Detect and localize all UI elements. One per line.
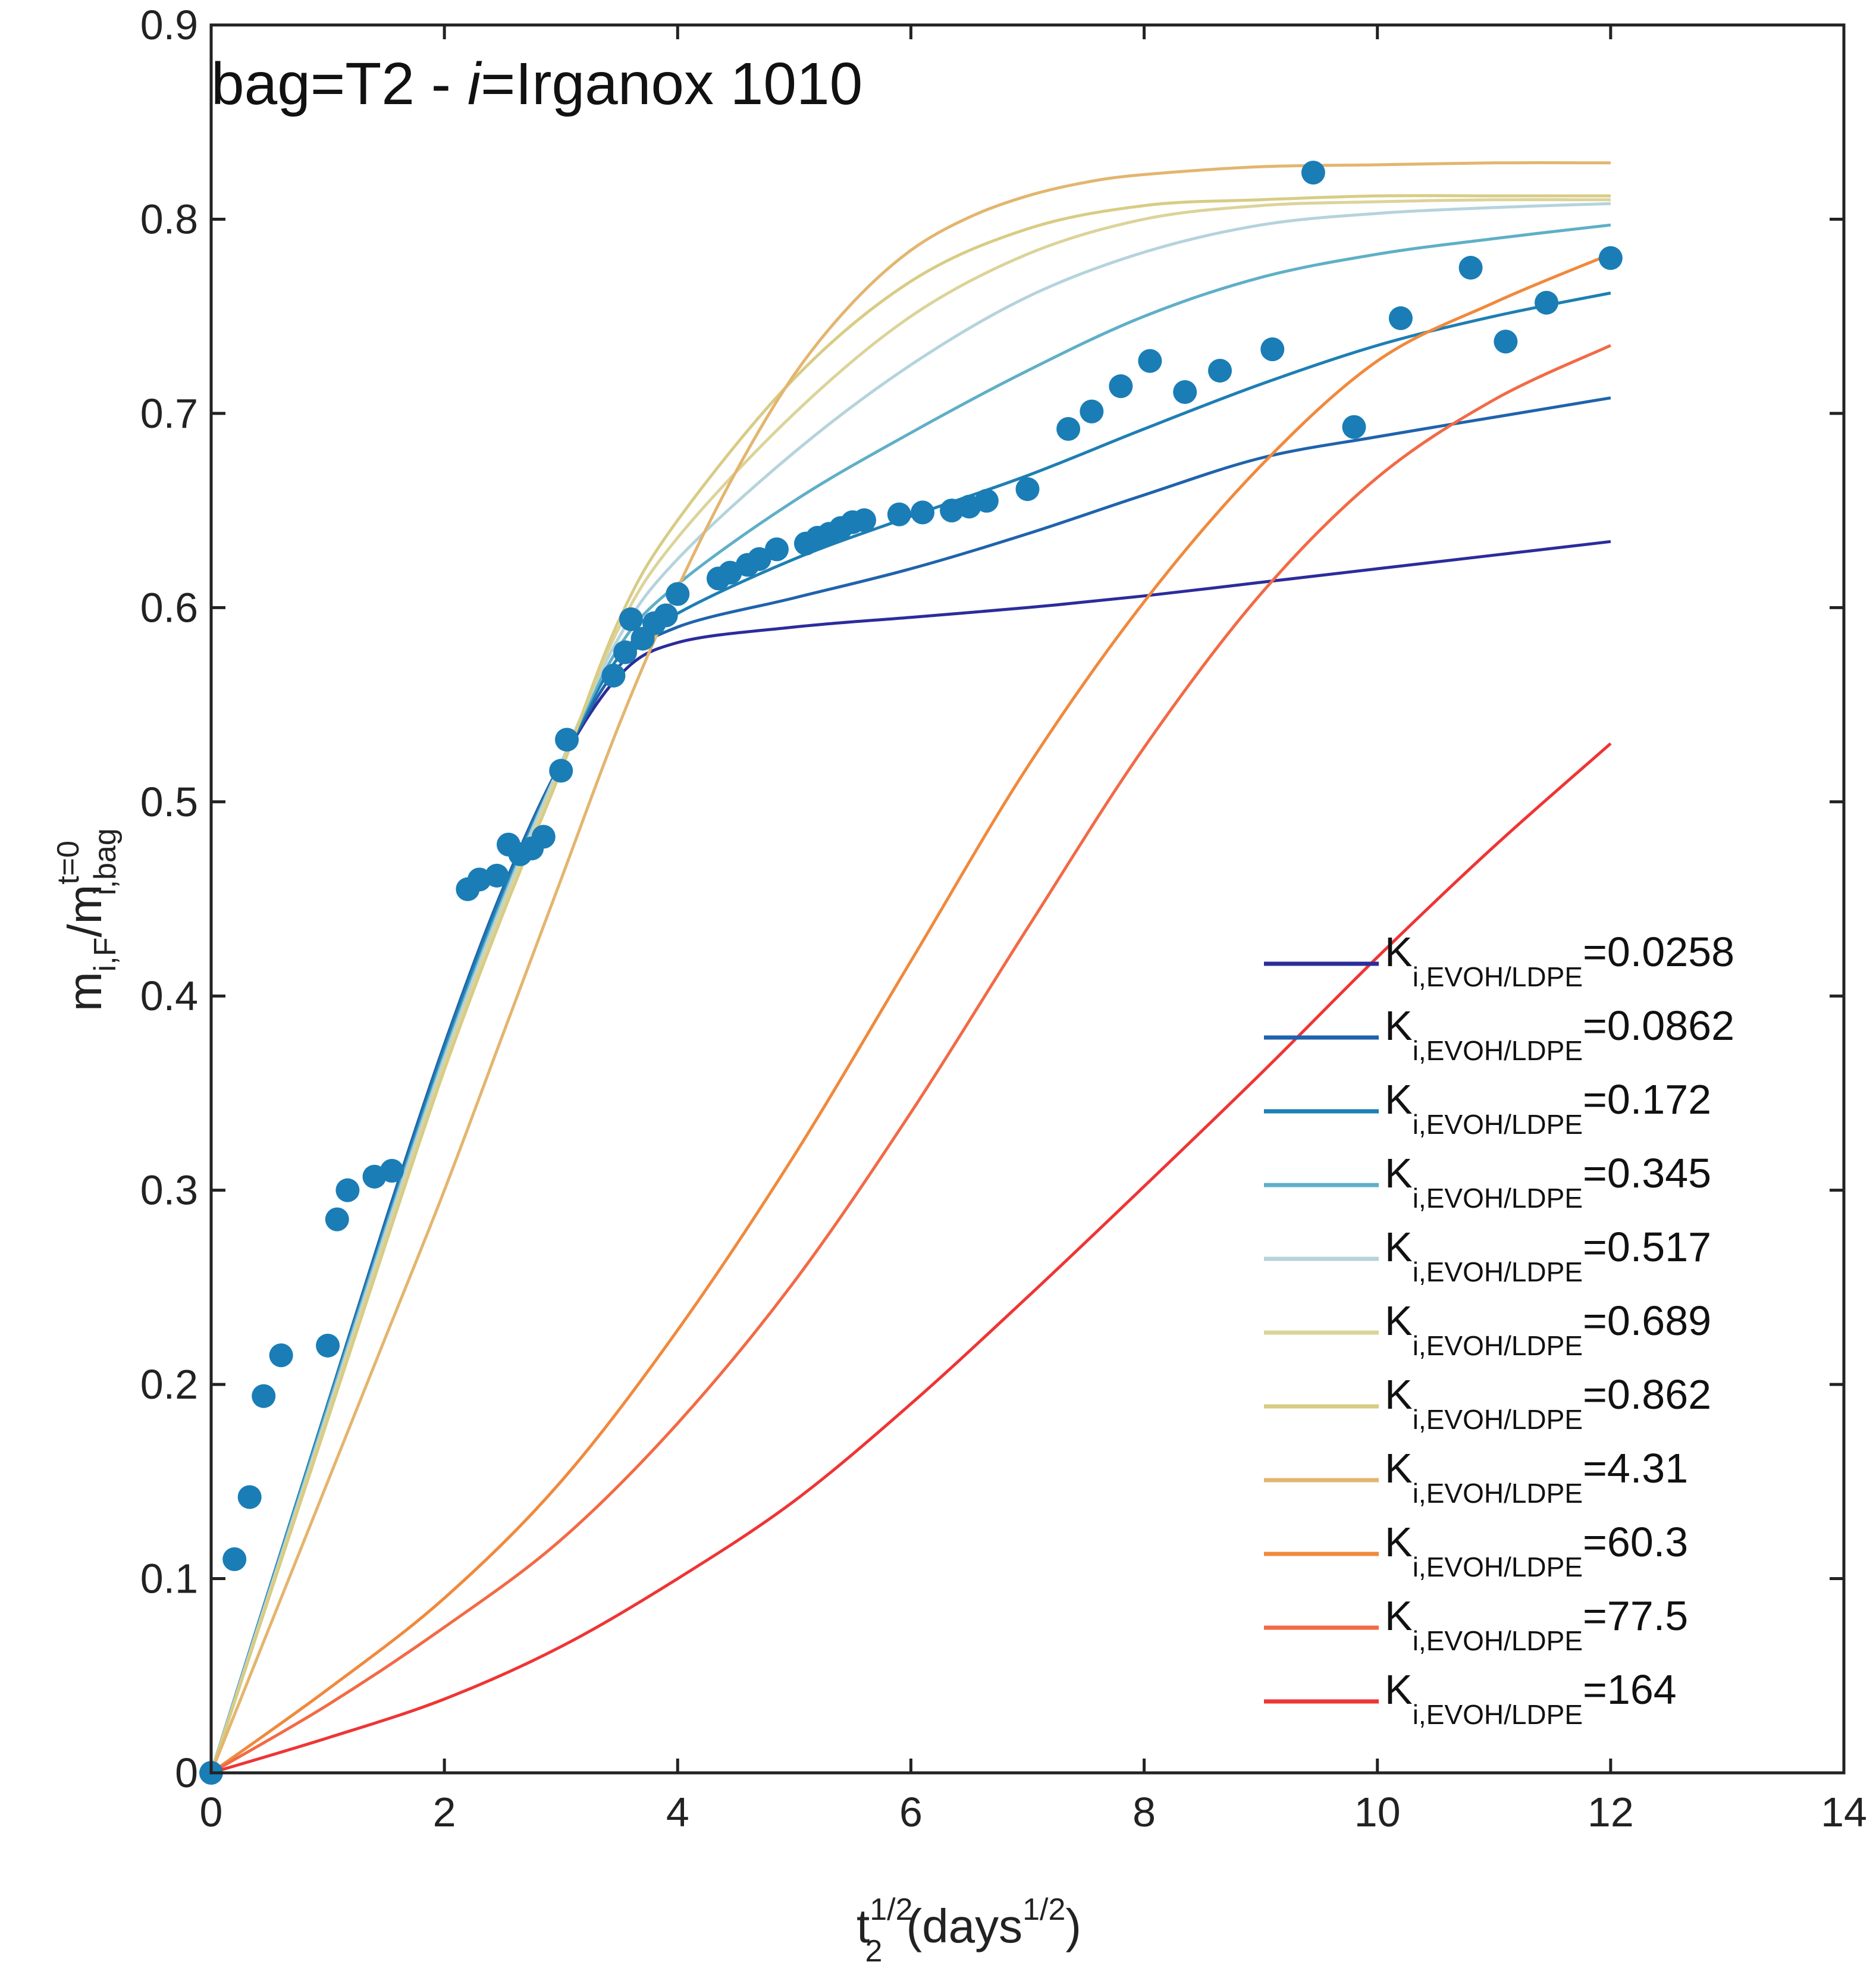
y-tick-label: 0.3 xyxy=(140,1167,198,1214)
data-point xyxy=(1342,415,1366,439)
data-point xyxy=(316,1333,340,1358)
x-label-close: ) xyxy=(1065,1900,1081,1953)
data-point xyxy=(237,1485,262,1509)
chart-title: bag=T2 - i=Irganox 1010 xyxy=(211,51,862,117)
x-tick-label: 10 xyxy=(1354,1789,1401,1835)
x-tick-label: 6 xyxy=(899,1789,923,1835)
data-point xyxy=(764,537,789,562)
legend-entry: Ki,EVOH/LDPE=0.172 xyxy=(1385,1076,1711,1140)
y-label-slash: /m xyxy=(58,885,111,938)
legend-entry: Ki,EVOH/LDPE=0.0862 xyxy=(1385,1002,1734,1066)
x-label-units: (days xyxy=(906,1900,1022,1953)
data-point xyxy=(1598,246,1623,270)
legend-entry: Ki,EVOH/LDPE=77.5 xyxy=(1385,1593,1688,1656)
x-label-sup: 1/2 xyxy=(870,1892,912,1927)
title-suffix: =Irganox 1010 xyxy=(481,51,862,117)
y-tick-label: 0.2 xyxy=(140,1361,198,1408)
axes-frame xyxy=(209,23,1846,1775)
x-tick-label: 4 xyxy=(666,1789,689,1835)
legend-entry: Ki,EVOH/LDPE=0.689 xyxy=(1385,1298,1711,1361)
data-point xyxy=(666,582,690,606)
data-point xyxy=(269,1343,293,1368)
series-line-11 xyxy=(211,742,1612,1775)
x-label-base: t xyxy=(857,1900,870,1953)
data-point xyxy=(1015,477,1040,502)
series-line-6 xyxy=(209,198,1611,1773)
y-tick-label: 0.6 xyxy=(140,584,198,631)
data-point xyxy=(555,728,579,752)
legend-entry: Ki,EVOH/LDPE=0.345 xyxy=(1385,1150,1711,1214)
series-lines xyxy=(209,161,1612,1775)
data-point xyxy=(485,863,509,888)
data-point xyxy=(1494,330,1518,354)
axis-ticks: 0 2 4 6 8 10 12 14 0 0.1 0.2 0.3 0.4 0.5 0.6 0.7 0.8 0.9 xyxy=(140,2,1867,1835)
x-tick-label: 8 xyxy=(1132,1789,1156,1835)
legend-entry: Ki,EVOH/LDPE=4.31 xyxy=(1385,1445,1688,1509)
x-label-sub: 2 xyxy=(865,1934,883,1965)
legend-entry: Ki,EVOH/LDPE=60.3 xyxy=(1385,1519,1688,1582)
data-point xyxy=(335,1178,360,1202)
y-tick-label: 0.9 xyxy=(140,2,198,48)
data-point xyxy=(1388,306,1413,330)
data-point xyxy=(1301,161,1325,185)
data-point xyxy=(1109,374,1133,399)
legend-entry: Ki,EVOH/LDPE=0.862 xyxy=(1385,1371,1711,1435)
data-point xyxy=(974,488,999,513)
data-point xyxy=(1458,256,1483,280)
data-point xyxy=(222,1547,247,1571)
y-tick-label: 0.7 xyxy=(140,390,198,437)
series-line-5 xyxy=(209,202,1611,1773)
data-point xyxy=(325,1207,349,1231)
data-point xyxy=(911,500,935,525)
data-point xyxy=(1080,399,1104,424)
legend: Ki,EVOH/LDPE=0.0258 Ki,EVOH/LDPE=0.0862 Ki… xyxy=(1264,929,1734,1730)
x-tick-label: 0 xyxy=(200,1789,223,1835)
y-tick-label: 0.5 xyxy=(140,779,198,825)
y-tick-label: 0.8 xyxy=(140,196,198,242)
y-tick-label: 0 xyxy=(175,1750,198,1796)
plot-frame xyxy=(209,23,1846,1775)
data-point xyxy=(549,759,573,783)
x-tick-label: 14 xyxy=(1821,1789,1867,1835)
data-point xyxy=(654,603,678,628)
y-tick-label: 0.4 xyxy=(140,973,198,1019)
data-point xyxy=(887,502,911,526)
y-label-sub1: i,F xyxy=(88,938,123,972)
data-point xyxy=(531,825,556,849)
svg-text:mi,F/mt=0i,bag: mi,F/mt=0i,bag xyxy=(51,828,123,1011)
data-point xyxy=(1535,290,1559,315)
series-line-9 xyxy=(210,252,1611,1775)
y-label-sup: t=0 xyxy=(51,841,86,885)
data-point xyxy=(1173,380,1197,404)
y-label-base: m xyxy=(58,971,111,1011)
y-axis-label: mi,F/mt=0i,bag xyxy=(51,828,123,1011)
title-prefix: bag=T2 - xyxy=(211,51,468,117)
data-point xyxy=(613,640,638,665)
legend-entry: Ki,EVOH/LDPE=0.517 xyxy=(1385,1224,1711,1287)
y-tick-label: 0.1 xyxy=(140,1556,198,1602)
data-point xyxy=(1056,417,1081,441)
data-point xyxy=(747,547,771,571)
legend-entry: Ki,EVOH/LDPE=0.0258 xyxy=(1385,929,1734,992)
data-point xyxy=(379,1159,404,1183)
x-axis-label: t1/2 2 (days1/2) xyxy=(857,1892,1081,1965)
y-label-sub2: i,bag xyxy=(88,828,123,895)
data-point xyxy=(852,508,876,532)
data-point xyxy=(601,663,626,688)
data-point xyxy=(1208,359,1232,383)
series-line-10 xyxy=(210,344,1611,1775)
x-label-units-sup: 1/2 xyxy=(1022,1892,1065,1927)
series-line-8 xyxy=(209,161,1611,1773)
data-point xyxy=(1138,349,1162,373)
x-tick-label: 12 xyxy=(1588,1789,1634,1835)
title-variable: i xyxy=(468,51,482,117)
legend-entry: Ki,EVOH/LDPE=164 xyxy=(1385,1666,1677,1730)
series-line-7 xyxy=(209,194,1611,1773)
x-tick-label: 2 xyxy=(433,1789,456,1835)
data-point xyxy=(1260,337,1285,362)
data-point xyxy=(252,1384,276,1408)
data-point xyxy=(619,607,643,631)
